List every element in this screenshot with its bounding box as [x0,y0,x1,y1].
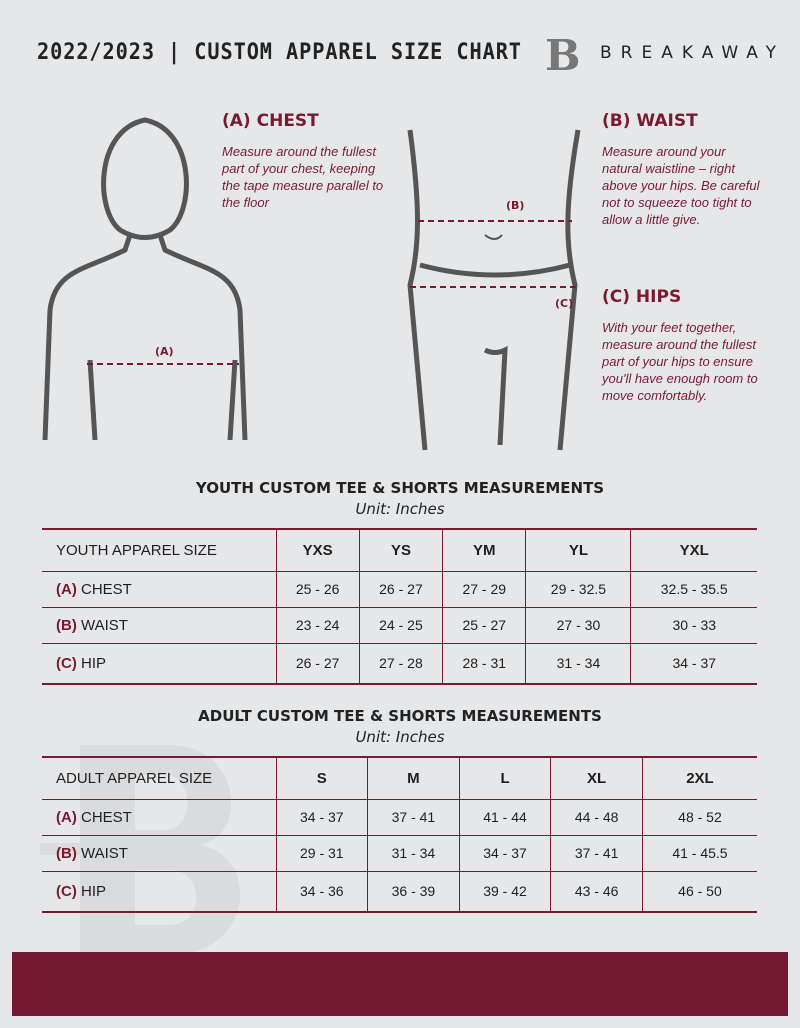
lower-body-figure: (B) (C) [407,129,581,451]
table-cell: 34 - 36 [275,871,368,913]
table-cell: 41 - 44 [458,799,551,836]
measurement-label: (B) WAIST [42,835,276,872]
table-cell: 26 - 27 [275,643,360,685]
measurement-letter: (A) [56,580,77,598]
adult-section-title: ADULT CUSTOM TEE & SHORTS MEASUREMENTS [198,707,602,725]
chest-description: Measure around the fullest part of your … [222,144,384,210]
waist-description: Measure around your natural waistline – … [602,144,760,227]
size-header: YM [442,529,526,572]
size-label-header: YOUTH APPAREL SIZE [42,529,276,572]
table-cell: 32.5 - 35.5 [630,571,757,608]
youth-section-title: YOUTH CUSTOM TEE & SHORTS MEASUREMENTS [195,479,605,497]
table-cell: 36 - 39 [367,871,460,913]
adult-size-table: ADULT APPAREL SIZE S M L XL 2XL (A) CHEST 34 - … [42,756,757,913]
hips-description: With your feet together, measure around … [602,320,758,403]
measurement-name: WAIST [81,616,128,634]
table-cell: 46 - 50 [641,871,757,913]
hips-heading: (C) HIPS [602,287,682,307]
table-cell: 44 - 48 [550,799,643,836]
table-cell: 25 - 27 [442,607,526,644]
waist-marker: (B) [506,199,524,212]
table-cell: 39 - 42 [458,871,551,913]
chest-marker: (A) [155,345,174,358]
table-row: (C) HIP 34 - 36 36 - 39 39 - 42 43 - 46 46 - … [42,871,757,913]
svg-text:B: B [545,34,581,74]
table-row: (A) CHEST 25 - 26 26 - 27 27 - 29 29 - 32.5 3… [42,571,757,608]
measurement-label: (C) HIP [42,643,276,685]
table-header-row: YOUTH APPAREL SIZE YXS YS YM YL YXL [42,529,757,572]
table-header-row: ADULT APPAREL SIZE S M L XL 2XL [42,757,757,800]
measurement-letter: (A) [56,808,77,826]
table-cell: 37 - 41 [550,835,643,872]
breakaway-logo: B [545,34,581,74]
size-header: YXS [275,529,360,572]
table-row: (B) WAIST 29 - 31 31 - 34 34 - 37 37 - 41 41 … [42,835,757,872]
measurement-label: (A) CHEST [42,571,276,608]
size-header: XL [550,757,643,800]
table-cell: 24 - 25 [358,607,443,644]
table-cell: 34 - 37 [275,799,368,836]
adult-unit: Unit: Inches [355,728,445,746]
table-cell: 31 - 34 [525,643,631,685]
size-label-header: ADULT APPAREL SIZE [42,757,276,800]
hips-marker: (C) [555,297,573,310]
table-cell: 27 - 28 [358,643,443,685]
table-row: (C) HIP 26 - 27 27 - 28 28 - 31 31 - 34 34 - … [42,643,757,685]
table-cell: 34 - 37 [458,835,551,872]
table-cell: 41 - 45.5 [641,835,757,872]
measurement-name: WAIST [81,844,128,862]
table-cell: 43 - 46 [550,871,643,913]
chest-heading: (A) CHEST [222,111,319,131]
table-cell: 23 - 24 [275,607,360,644]
size-header: 2XL [641,757,757,800]
size-header: YL [525,529,631,572]
measurement-label: (A) CHEST [42,799,276,836]
table-cell: 37 - 41 [367,799,460,836]
footer-bar [12,952,788,1016]
table-cell: 29 - 31 [275,835,368,872]
size-header: YS [358,529,443,572]
measurement-name: HIP [81,654,107,672]
size-header: M [367,757,460,800]
measurement-name: HIP [81,882,107,900]
measurement-letter: (B) [56,844,77,862]
page-title: 2022/2023 | CUSTOM APPAREL SIZE CHART [37,40,522,65]
table-cell: 27 - 30 [525,607,631,644]
size-header: L [458,757,551,800]
brand-name: BREAKAWAY [600,43,785,63]
table-cell: 27 - 29 [442,571,526,608]
measurement-label: (C) HIP [42,871,276,913]
measurement-name: CHEST [81,808,132,826]
table-cell: 29 - 32.5 [525,571,631,608]
measurement-letter: (B) [56,616,77,634]
size-header: YXL [630,529,757,572]
table-cell: 34 - 37 [630,643,757,685]
table-cell: 26 - 27 [358,571,443,608]
measurement-name: CHEST [81,580,132,598]
measurement-letter: (C) [56,654,77,672]
table-cell: 48 - 52 [641,799,757,836]
table-cell: 31 - 34 [367,835,460,872]
table-row: (B) WAIST 23 - 24 24 - 25 25 - 27 27 - 30 30 … [42,607,757,644]
table-cell: 25 - 26 [275,571,360,608]
youth-size-table: YOUTH APPAREL SIZE YXS YS YM YL YXL (A) CHEST 2… [42,528,757,685]
measurement-letter: (C) [56,882,77,900]
measurement-label: (B) WAIST [42,607,276,644]
table-row: (A) CHEST 34 - 37 37 - 41 41 - 44 44 - 48 48 … [42,799,757,836]
youth-unit: Unit: Inches [355,500,445,518]
waist-heading: (B) WAIST [602,111,698,131]
size-header: S [275,757,368,800]
table-cell: 30 - 33 [630,607,757,644]
upper-body-figure: (A) [42,117,248,441]
table-cell: 28 - 31 [442,643,526,685]
